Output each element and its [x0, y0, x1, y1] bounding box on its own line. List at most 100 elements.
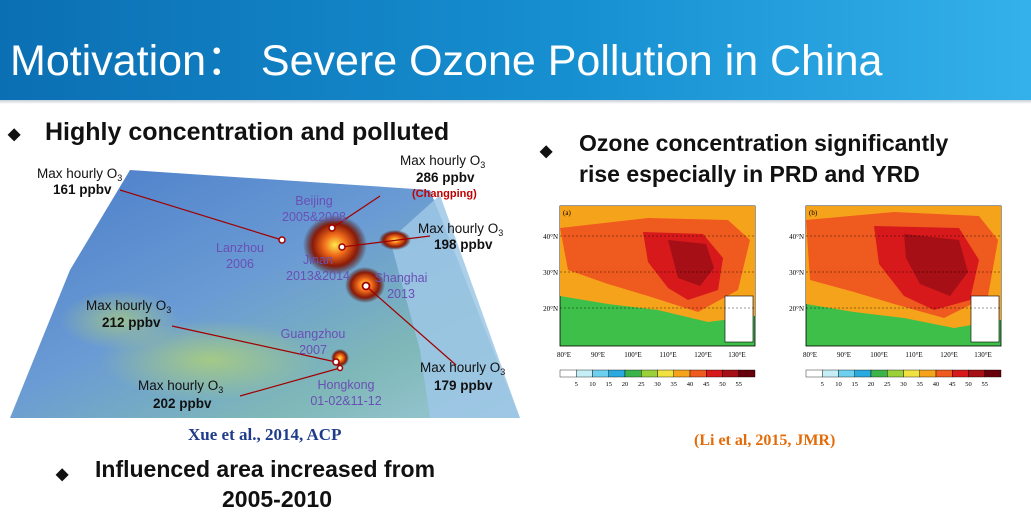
bullet-text-line-1: Influenced area increased from [95, 456, 436, 482]
graticule [560, 235, 755, 309]
header-divider [0, 100, 1031, 104]
callout-label: Max hourly O3 [400, 153, 485, 170]
colorbar-segment [576, 369, 593, 378]
lon-labels: 80°E 90°E 100°E 110°E 120°E 130°E [803, 351, 992, 359]
colorbar-segment [608, 369, 626, 378]
colorbar-tick-label: 55 [736, 381, 743, 388]
colorbar-segment [592, 369, 609, 378]
green-area [60, 290, 180, 350]
colorbar-tick-label: 10 [835, 381, 842, 388]
city-year: 2006 [226, 257, 254, 271]
callout-label: Max hourly O3 [86, 298, 171, 315]
panel-tag: (b) [809, 209, 818, 217]
colorbar-tick-label: 35 [917, 381, 924, 388]
bullet-text-line-1: Ozone concentration significantly [579, 130, 949, 156]
lon-label: 130°E [974, 351, 992, 359]
lat-labels: 40°N 30°N 20°N [789, 233, 804, 313]
callout-label: Max hourly O3 [37, 166, 122, 183]
slide-header: Motivation： Severe Ozone Pollution in Ch… [0, 0, 1031, 100]
colorbar-tick-label: 5 [575, 381, 578, 388]
city-marker-hongkong [336, 364, 344, 372]
diamond-bullet-icon: ◆ [56, 466, 69, 483]
city-year: 01-02&11-12 [310, 394, 381, 408]
bullet-text-line-2: rise especially in PRD and YRD [579, 161, 920, 187]
callout-value: 202 ppbv [153, 396, 212, 411]
callout-line [119, 189, 283, 241]
colorbar-segment [657, 369, 674, 378]
colorbar-tick-label: 15 [606, 381, 613, 388]
lat-label: 20°N [543, 305, 558, 313]
colorbar-tick-label: 15 [852, 381, 859, 388]
citation-xue: Xue et al., 2014, ACP [188, 425, 342, 444]
colorbar-segment [968, 369, 985, 378]
lat-label: 40°N [789, 233, 804, 241]
panel-tag: (a) [563, 209, 571, 217]
callout-line [341, 235, 431, 248]
callout-label: Max hourly O3 [418, 221, 503, 238]
colorbar-tick-label: 45 [949, 381, 956, 388]
city-markers [278, 224, 371, 372]
colorbar-tick-label: 55 [982, 381, 989, 388]
lon-label: 90°E [591, 351, 605, 359]
colorbar-tick-label: 25 [638, 381, 645, 388]
city-name: Jinan [303, 253, 333, 267]
ozone-3d-map-figure: Max hourly O3 161 ppbv Max hourly O3 286… [10, 150, 525, 425]
callout-line [331, 195, 381, 229]
colorbar-tick-label: 35 [671, 381, 678, 388]
colorbar-segment [722, 369, 739, 378]
colorbar-tick-label: 30 [900, 381, 907, 388]
diamond-bullet-icon: ◆ [8, 126, 21, 143]
callout-label: Max hourly O3 [138, 378, 223, 395]
sea-area [390, 195, 520, 418]
citation-li: (Li et al, 2015, JMR) [694, 432, 836, 449]
lon-label: 80°E [557, 351, 571, 359]
lat-label: 20°N [789, 305, 804, 313]
city-marker-shanghai [361, 281, 371, 291]
panel-a-map: (a) 40°N 30°N 20°N 80°E 90°E 100°E 110°E… [543, 205, 756, 388]
colorbar-segment [641, 369, 658, 378]
colorbar-ticks: 5 10 15 20 25 30 35 40 45 50 55 [821, 381, 988, 388]
ozone-map-panel-a: (a) 40°N 30°N 20°N 80°E 90°E 100°E 110°E… [528, 200, 760, 400]
callout-line [171, 325, 337, 363]
lat-labels: 40°N 30°N 20°N [543, 233, 558, 313]
city-marker-lanzhou [278, 236, 286, 244]
colorbar-segment [854, 369, 872, 378]
colorbar-tick-label: 25 [884, 381, 891, 388]
callout-value: 212 ppbv [102, 315, 161, 330]
south-china-sea-inset [724, 295, 754, 343]
colorbar-segment [984, 369, 1002, 378]
callout-line [239, 367, 341, 397]
city-year: 2013 [387, 287, 415, 301]
city-year: 2013&2014 [286, 269, 350, 283]
colorbar-tick-label: 10 [589, 381, 596, 388]
slide-title: Motivation： Severe Ozone Pollution in Ch… [10, 37, 883, 85]
bullet-text-line-2: 2005-2010 [222, 486, 332, 512]
callout-labels: Max hourly O3 161 ppbv Max hourly O3 286… [37, 153, 505, 411]
colorbar-tick-label: 5 [821, 381, 824, 388]
city-labels: Beijing 2005&2008 Lanzhou 2006 Jinan 201… [216, 194, 427, 408]
graticule [806, 235, 1001, 309]
colorbar-tick-label: 20 [622, 381, 629, 388]
colorbar-segment [935, 369, 953, 378]
callout-value: 179 ppbv [434, 378, 493, 393]
colorbar-tick-label: 40 [687, 381, 694, 388]
south-china-sea-inset [970, 295, 1000, 343]
lon-label: 110°E [905, 351, 922, 359]
lon-label: 120°E [694, 351, 712, 359]
lon-label: 110°E [659, 351, 676, 359]
colorbar-tick-label: 45 [703, 381, 710, 388]
colorbar [559, 369, 756, 378]
colorbar-segment [624, 369, 642, 378]
colorbar-segment [822, 369, 839, 378]
colorbar-segment [673, 369, 691, 378]
lon-label: 80°E [803, 351, 817, 359]
colorbar-segment [903, 369, 920, 378]
colorbar [805, 369, 1002, 378]
colorbar-segment [870, 369, 888, 378]
callout-value: 286 ppbv [416, 170, 475, 185]
callout-line [365, 285, 457, 366]
changping-note: (Changping) [412, 188, 477, 200]
city-name: Beijing [295, 194, 333, 208]
city-marker-jinan [338, 243, 346, 251]
bullet-ozone-rise: ◆ Ozone concentration significantly rise… [540, 128, 1010, 190]
